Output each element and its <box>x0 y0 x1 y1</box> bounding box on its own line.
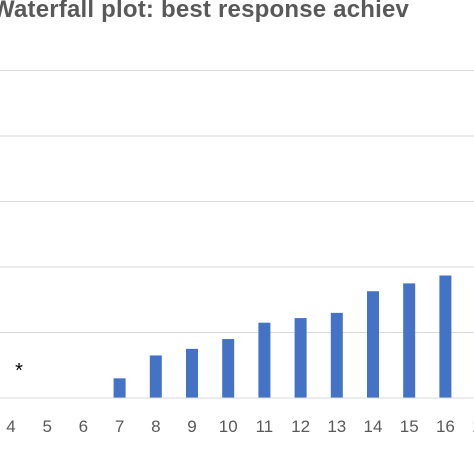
bars <box>113 275 452 398</box>
x-tick-label-11: 11 <box>256 417 274 436</box>
bar-8 <box>149 355 162 398</box>
x-tick-label-5: 5 <box>42 417 51 436</box>
annotations: * <box>15 360 23 382</box>
asterisk-annotation: * <box>15 360 23 382</box>
x-tick-label-14: 14 <box>364 417 383 436</box>
bar-10 <box>222 339 235 398</box>
x-tick-label-13: 13 <box>327 417 346 436</box>
x-tick-label-9: 9 <box>187 417 196 436</box>
x-tick-label-16: 16 <box>436 417 455 436</box>
gridlines <box>0 70 474 333</box>
bar-11 <box>258 322 271 398</box>
chart-title: Waterfall plot: best response achiev <box>0 0 410 23</box>
x-tick-label-8: 8 <box>151 417 160 436</box>
x-tick-label-4: 4 <box>6 417 15 436</box>
bar-14 <box>367 291 379 398</box>
bar-15 <box>403 283 416 398</box>
x-tick-label-7: 7 <box>115 417 124 436</box>
x-tick-label-10: 10 <box>219 417 238 436</box>
x-tick-label-15: 15 <box>400 417 419 436</box>
bar-12 <box>294 318 307 398</box>
bar-16 <box>439 275 452 398</box>
x-tick-labels: 4 5 6 7 8 9 10 11 12 13 14 15 16 17 <box>6 417 474 436</box>
x-tick-label-17: 17 <box>472 417 474 436</box>
x-tick-label-12: 12 <box>291 417 310 436</box>
x-tick-label-6: 6 <box>79 417 88 436</box>
bar-9 <box>186 348 198 398</box>
bar-13 <box>330 312 343 398</box>
bar-7 <box>113 378 126 398</box>
